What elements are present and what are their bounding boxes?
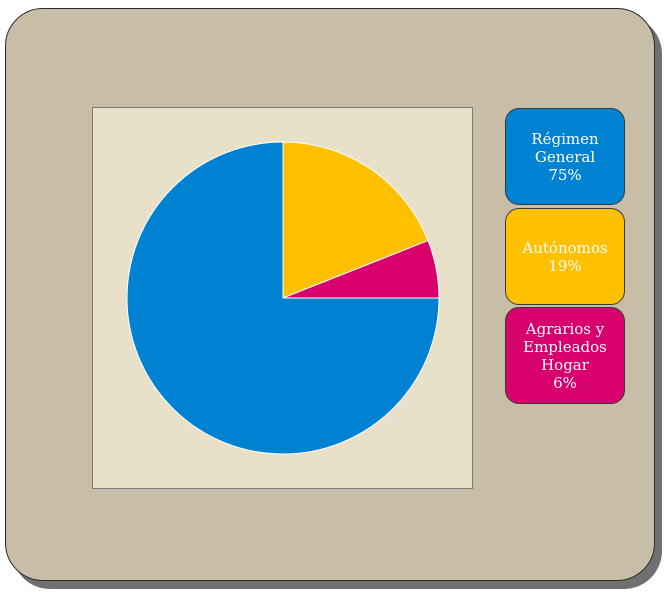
legend-label-line: Empleados [523,337,607,356]
pie-chart [126,141,440,455]
legend-regimen-general: Régimen General 75% [505,108,625,205]
legend-value: 6% [553,373,577,392]
pie-slice-autonomos [282,141,429,299]
plot-area [92,107,473,489]
legend-agrarios-empleados-hogar: Agrarios y Empleados Hogar 6% [505,307,625,404]
legend-label-line: Autónomos [522,238,608,257]
pie-slice-regimen-general [126,141,440,455]
legend-value: 19% [548,256,582,275]
legend-label-line: General [534,147,596,166]
legend-label-line: Agrarios y [525,319,605,338]
legend-autonomos: Autónomos 19% [505,208,625,305]
legend-label-line: Hogar [541,355,589,374]
legend-value: 75% [548,165,582,184]
legend-label-line: Régimen [531,129,599,148]
